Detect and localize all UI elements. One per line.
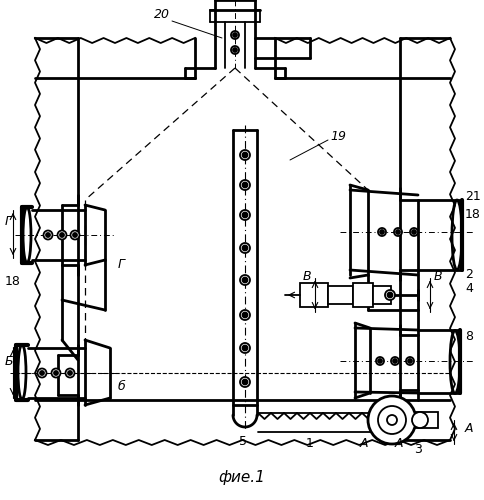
Circle shape [367, 396, 415, 444]
Circle shape [242, 346, 247, 350]
Text: А: А [464, 422, 472, 435]
Circle shape [240, 243, 249, 253]
Circle shape [44, 230, 52, 239]
Circle shape [65, 368, 75, 378]
Circle shape [240, 150, 249, 160]
Circle shape [395, 230, 399, 234]
Text: Б: Б [5, 355, 14, 368]
Circle shape [240, 377, 249, 387]
Circle shape [377, 406, 405, 434]
Text: 8: 8 [464, 330, 472, 343]
Circle shape [386, 415, 396, 425]
Circle shape [375, 357, 383, 365]
Text: 18: 18 [5, 275, 21, 288]
Circle shape [40, 371, 44, 375]
Circle shape [232, 48, 237, 52]
Circle shape [230, 31, 239, 39]
Text: 3: 3 [413, 443, 421, 456]
Text: А: А [394, 437, 403, 450]
Circle shape [411, 412, 427, 428]
Text: А: А [359, 437, 368, 450]
Bar [300, 283, 327, 307]
Circle shape [46, 233, 50, 237]
Text: В: В [302, 270, 311, 283]
Circle shape [384, 290, 394, 300]
Circle shape [73, 233, 77, 237]
Bar [372, 286, 390, 304]
Circle shape [58, 230, 66, 239]
Text: 21: 21 [464, 190, 480, 203]
Circle shape [240, 310, 249, 320]
Circle shape [387, 292, 392, 298]
Circle shape [60, 233, 64, 237]
Circle shape [377, 359, 381, 363]
Circle shape [393, 228, 401, 236]
Text: 18: 18 [464, 208, 480, 221]
Circle shape [392, 359, 396, 363]
Circle shape [232, 33, 237, 37]
Circle shape [242, 278, 247, 282]
Text: 1: 1 [305, 437, 313, 450]
Circle shape [240, 180, 249, 190]
Circle shape [405, 357, 413, 365]
Circle shape [242, 380, 247, 384]
Text: 2: 2 [464, 268, 472, 281]
Circle shape [377, 228, 385, 236]
Circle shape [240, 210, 249, 220]
Text: 19: 19 [329, 130, 345, 143]
Bar [327, 286, 352, 304]
Text: 4: 4 [464, 282, 472, 295]
Bar [352, 283, 372, 307]
Circle shape [242, 152, 247, 158]
Circle shape [240, 275, 249, 285]
Circle shape [68, 371, 72, 375]
Circle shape [70, 230, 79, 239]
Circle shape [390, 357, 398, 365]
Circle shape [51, 368, 60, 378]
Circle shape [242, 212, 247, 218]
Text: Г: Г [5, 215, 12, 228]
Circle shape [54, 371, 58, 375]
Circle shape [242, 182, 247, 188]
Circle shape [242, 246, 247, 250]
Text: Г: Г [118, 258, 125, 271]
Circle shape [230, 46, 239, 54]
Circle shape [409, 228, 417, 236]
Text: фие.1: фие.1 [218, 470, 265, 486]
Circle shape [407, 359, 411, 363]
Circle shape [240, 343, 249, 353]
Bar [409, 412, 437, 428]
Text: В: В [433, 270, 441, 283]
Circle shape [37, 368, 46, 378]
Circle shape [411, 230, 415, 234]
Text: 20: 20 [154, 8, 170, 21]
Text: б: б [118, 380, 125, 393]
Circle shape [379, 230, 383, 234]
Text: 5: 5 [239, 435, 246, 448]
Circle shape [242, 312, 247, 318]
